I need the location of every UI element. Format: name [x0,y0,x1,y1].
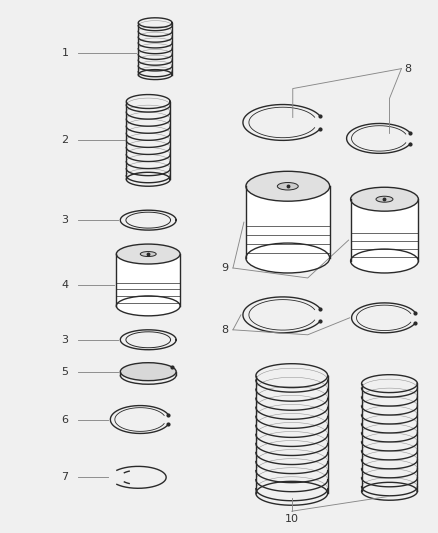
Ellipse shape [120,362,176,381]
Text: 7: 7 [61,472,68,482]
Polygon shape [245,186,329,258]
Ellipse shape [116,244,180,264]
Ellipse shape [140,252,156,256]
Text: 10: 10 [284,514,298,524]
Text: 2: 2 [61,135,68,146]
Text: 6: 6 [61,415,68,424]
Text: 5: 5 [61,367,68,377]
Polygon shape [116,254,180,306]
Ellipse shape [245,171,329,201]
Text: 8: 8 [403,63,410,74]
Ellipse shape [350,249,417,273]
Ellipse shape [375,196,392,202]
Ellipse shape [116,296,180,316]
Text: 4: 4 [61,280,68,290]
Text: 3: 3 [61,335,68,345]
Text: 8: 8 [220,325,227,335]
Polygon shape [350,199,417,261]
Ellipse shape [245,243,329,273]
Text: 9: 9 [220,263,227,273]
Text: 1: 1 [61,47,68,58]
Ellipse shape [350,187,417,211]
Text: 3: 3 [61,215,68,225]
Ellipse shape [277,182,297,190]
